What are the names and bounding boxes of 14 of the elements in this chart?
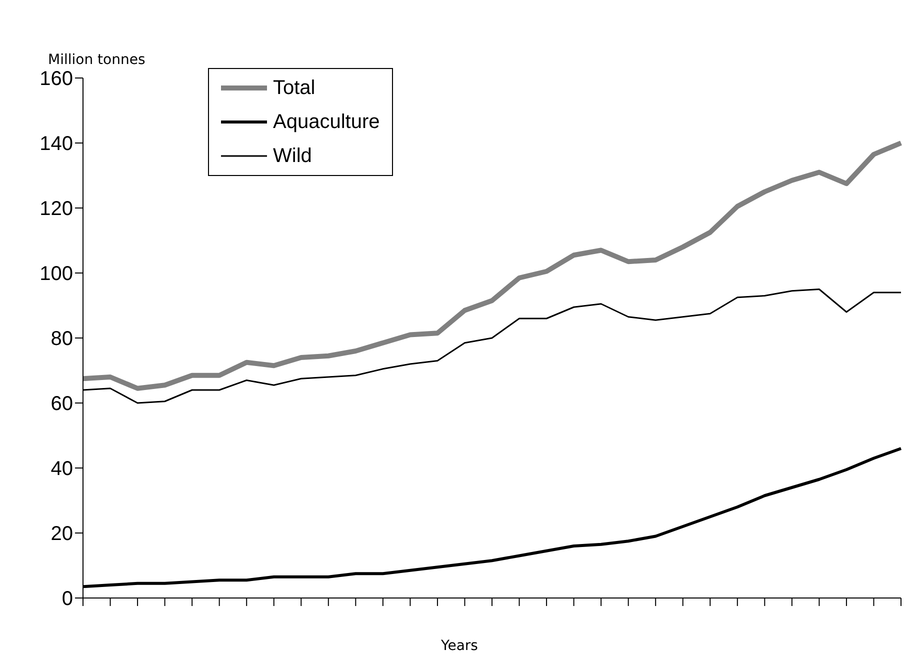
y-tick-label: 160 bbox=[40, 68, 73, 90]
y-tick-label: 80 bbox=[50, 328, 73, 350]
y-tick-label: 0 bbox=[62, 588, 73, 610]
y-axis-title: Million tonnes bbox=[48, 52, 146, 68]
y-tick-label: 100 bbox=[40, 263, 73, 286]
y-tick-label: 120 bbox=[40, 198, 73, 220]
y-tick-label: 40 bbox=[50, 458, 73, 480]
legend-label: Aquaculture bbox=[273, 110, 380, 134]
y-tick-label: 20 bbox=[50, 523, 73, 546]
y-tick-label: 60 bbox=[50, 393, 73, 416]
legend-label: Wild bbox=[273, 144, 312, 168]
x-axis-title: Years bbox=[440, 638, 479, 654]
legend-label: Total bbox=[273, 76, 316, 100]
y-tick-label: 140 bbox=[40, 133, 73, 156]
